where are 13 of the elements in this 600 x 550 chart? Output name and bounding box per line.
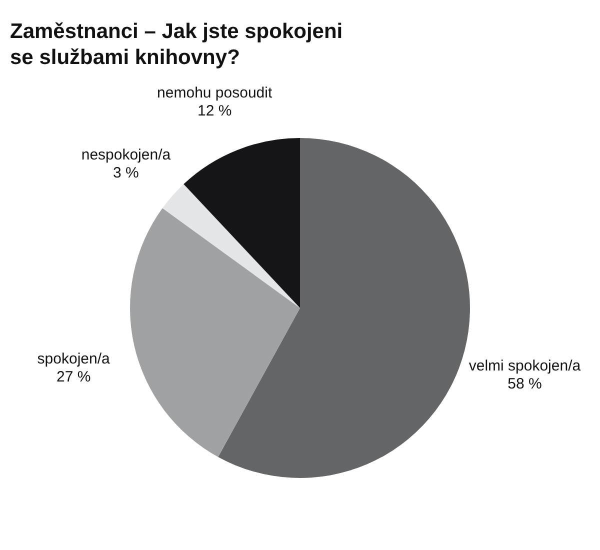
pie-slice: [162, 184, 300, 308]
slice-label: nespokojen/a: [81, 146, 172, 164]
pie-slice: [130, 208, 300, 457]
pie-slice: [218, 138, 470, 478]
chart-title: Zaměstnanci – Jak jste spokojeni se službami knihovny?: [10, 20, 343, 69]
data-label: 27 %: [56, 368, 91, 386]
pie-slice: [184, 138, 300, 308]
data-label: 58 %: [508, 376, 542, 393]
data-label: 12 %: [197, 102, 232, 120]
slice-label: velmi spokojen/a: [468, 358, 582, 375]
data-label: 3 %: [113, 164, 139, 182]
slice-label: nemohu posoudit: [157, 84, 273, 102]
slice-label: spokojen/a: [37, 350, 111, 368]
